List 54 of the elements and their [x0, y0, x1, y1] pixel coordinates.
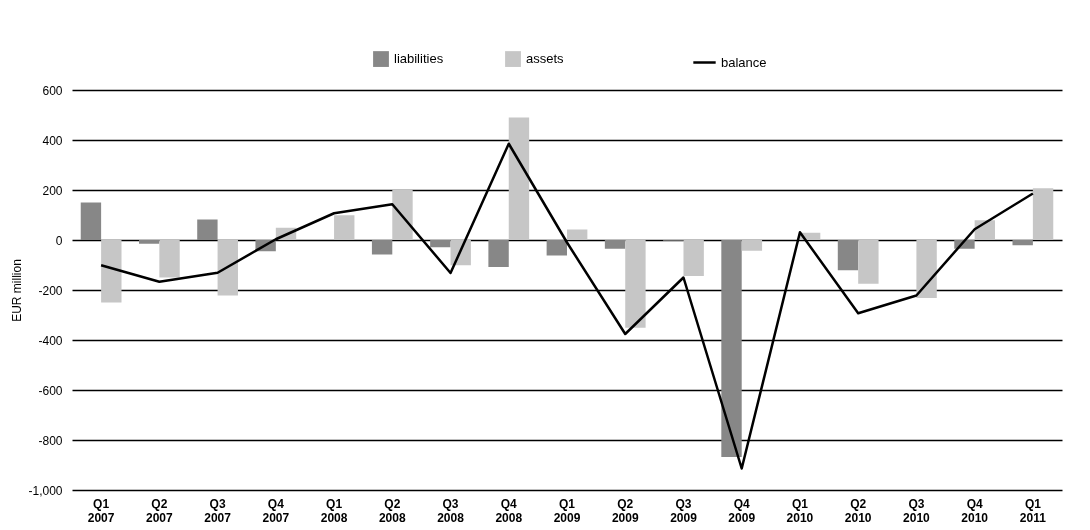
x-tick-label: Q3 2007: [204, 496, 232, 525]
y-tick-label: -800: [38, 433, 63, 448]
bar: [858, 240, 879, 284]
x-tick-label: Q3 2010: [903, 496, 931, 525]
x-tick-label: Q2 2010: [844, 496, 872, 525]
y-tick-label: -400: [38, 333, 63, 348]
bar: [567, 229, 588, 240]
x-tick-label: Q1 2011: [1019, 496, 1047, 525]
x-tick-label: Q4 2007: [262, 496, 290, 525]
bar: [721, 240, 742, 457]
bar: [546, 240, 567, 256]
x-tick-label: Q3 2009: [670, 496, 698, 525]
bar: [334, 215, 355, 240]
y-tick-label: -600: [38, 383, 63, 398]
bar: [604, 240, 626, 249]
bar: [217, 240, 238, 296]
bar: [837, 240, 859, 271]
legend-label: balance: [721, 54, 767, 70]
x-tick-label: Q4 2008: [495, 496, 523, 525]
bar: [488, 240, 509, 267]
x-tick-label: Q1 2010: [786, 496, 814, 525]
y-tick-label: 400: [42, 133, 63, 148]
x-tick-label: Q2 2007: [146, 496, 174, 525]
bar: [371, 240, 393, 255]
y-tick-label: 200: [42, 183, 63, 198]
y-axis-title: EUR million: [10, 259, 25, 322]
bar: [916, 240, 937, 298]
bar: [741, 240, 763, 251]
bar: [101, 240, 122, 303]
y-tick-label: 600: [42, 83, 63, 98]
bar: [197, 219, 218, 240]
bar: [430, 240, 451, 248]
x-tick-label: Q3 2008: [437, 496, 465, 525]
bar: [80, 202, 102, 240]
y-tick-label: -1,000: [28, 483, 63, 498]
x-tick-label: Q1 2007: [87, 496, 115, 525]
x-tick-label: Q2 2008: [378, 496, 406, 525]
legend-label: assets: [526, 51, 565, 67]
x-tick-label: Q4 2010: [961, 496, 989, 525]
bar: [159, 240, 180, 278]
bar: [1012, 240, 1033, 246]
x-tick-label: Q1 2008: [320, 496, 348, 525]
legend-label: liabilities: [394, 51, 444, 67]
y-tick-label: -200: [38, 283, 63, 298]
bar: [138, 240, 160, 244]
y-tick-label: 0: [55, 233, 63, 248]
bar: [625, 240, 646, 328]
x-tick-label: Q1 2009: [553, 496, 581, 525]
bar: [683, 240, 704, 276]
bar: [1032, 188, 1054, 240]
bar: [392, 190, 413, 240]
bar: [508, 117, 530, 240]
x-tick-label: Q4 2009: [728, 496, 756, 525]
x-tick-label: Q2 2009: [611, 496, 639, 525]
